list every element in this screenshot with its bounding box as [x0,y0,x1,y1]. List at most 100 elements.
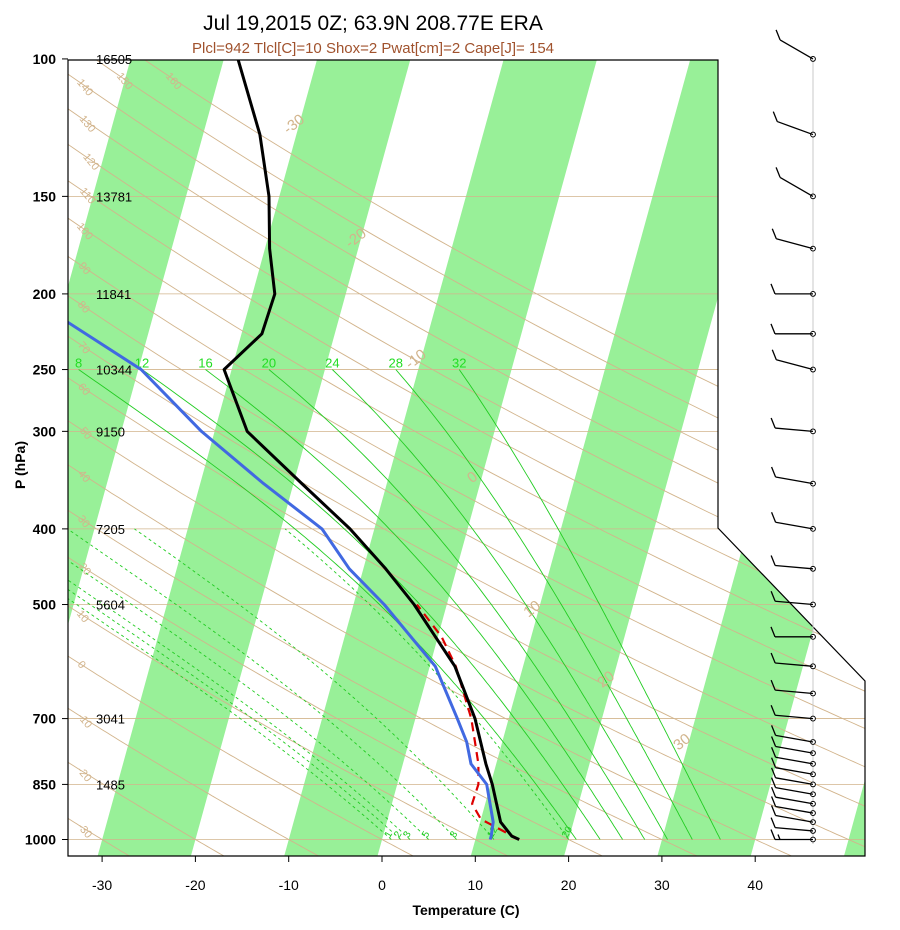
pressure-tick-label: 700 [33,711,57,727]
dry-adiabat-line [68,60,865,856]
mixing-ratio-label: 28 [389,356,403,371]
wind-barb [770,817,816,834]
x-tick-label: 0 [378,877,386,893]
dry-adiabat-line [68,60,865,856]
geopotential-height-label: 3041 [96,712,125,727]
moist-adiabat-line [68,528,429,840]
geopotential-height-label: 1485 [96,777,125,792]
wind-barb [770,512,816,532]
dry-adiabat-line [68,60,225,856]
plot-frame [67,59,866,857]
moist-adiabat-line [134,528,495,840]
dry-adiabat-line [69,60,865,856]
moist-adiabat-label: 20 [560,824,575,840]
moist-adiabat-label: 5 [420,829,433,840]
geopotential-height-label: 10344 [96,363,132,378]
pressure-tick-label: 1000 [25,832,56,848]
wind-barb [770,283,816,297]
wind-barb [770,725,816,745]
wind-barb [770,679,816,697]
geopotential-height-label: 13781 [96,189,132,204]
geopotential-height-label: 16505 [96,52,132,67]
wind-barb [770,417,816,435]
dry-adiabat-line [68,60,865,856]
isotherm-band [68,60,229,856]
wind-barb [770,626,816,640]
moist-adiabat-line [68,528,457,840]
wind-barb [770,805,816,826]
moist-adiabat-label: 3 [401,829,414,840]
pressure-tick-label: 300 [33,423,57,439]
dry-adiabat-line [68,60,865,856]
geopotential-height-label: 5604 [96,598,125,613]
wind-barb-column [770,29,816,844]
wind-barb [770,767,816,788]
wind-barb [770,757,816,778]
moist-adiabat-label: 1 [383,829,396,840]
moist-pseudo-line [268,369,646,840]
dry-adiabat-line [68,60,319,856]
wind-barb [770,590,816,608]
dry-adiabat-line [68,60,865,856]
moist-pseudo-line [458,369,721,840]
geopotential-height-label: 7205 [96,522,125,537]
isotherm-band [469,60,789,856]
pressure-tick-label: 100 [33,51,57,67]
pressure-tick-label: 400 [33,521,57,537]
dry-adiabat-line [68,60,865,856]
wind-barb [770,777,816,798]
x-tick-label: 30 [654,877,670,893]
dry-adiabat-line [117,60,865,856]
moist-pseudo-line [78,369,577,840]
x-tick-label: 10 [468,877,484,893]
moist-pseudo-line [141,369,601,840]
x-axis: -30 -20 -10 0 10 20 30 40 [92,856,763,893]
pressure-tick-label: 500 [33,597,57,613]
pressure-tick-label: 850 [33,776,57,792]
wind-barb [770,555,816,572]
wind-barb [772,111,816,138]
moist-adiabat-label: 2 [392,829,405,840]
parcel-profile-line [416,603,520,841]
chart-title: Jul 19,2015 0Z; 63.9N 208.77E ERA [203,12,543,35]
moist-pseudo-line [205,369,623,840]
mixing-ratio-label: 24 [325,356,339,371]
mixing-ratio-label: 8 [75,356,82,371]
mixing-ratio-label: 32 [452,356,466,371]
x-tick-label: -10 [279,877,299,893]
wind-barb [770,705,816,722]
x-tick-label: 20 [561,877,577,893]
x-tick-label: -20 [185,877,205,893]
pressure-tick-label: 150 [33,188,57,204]
isotherm-label: 30 [670,730,694,754]
moist-adiabat-line [68,528,411,840]
dry-adiabat-line [68,60,865,856]
chart-subtitle: Plcl=942 Tlcl[C]=10 Shox=2 Pwat[cm]=2 Ca… [192,40,554,57]
wind-barb [770,829,816,843]
wind-barb [770,652,816,670]
isotherm-band [843,60,865,856]
isotherm-label: 10 [520,597,544,621]
isotherm-label: 20 [594,668,618,692]
dry-adiabat-label: 0 [75,659,88,671]
wind-barb [771,349,816,373]
dewpoint-profile-line [68,60,495,840]
x-axis-label: Temperature (C) [412,902,519,918]
wind-barb [770,747,816,767]
wind-barb [770,786,816,807]
moist-adiabats: 123 5 8 12 20 [68,528,575,840]
dry-adiabat-line [68,60,414,856]
wind-barb [770,796,816,816]
dry-adiabat-line [68,60,865,856]
geopotential-height-label: 11841 [96,287,131,302]
x-tick-label: 40 [747,877,763,893]
moist-adiabat-line [68,528,402,840]
wind-barb [775,29,816,62]
mixing-ratio-label: 16 [198,356,212,371]
moist-pseudo-line [331,369,668,840]
mixing-ratio-lines: 8 12 16 20 24 28 32 [75,356,721,840]
wind-barb [770,736,816,756]
sounding-profiles [68,60,520,841]
pressure-tick-label: 250 [33,362,57,378]
